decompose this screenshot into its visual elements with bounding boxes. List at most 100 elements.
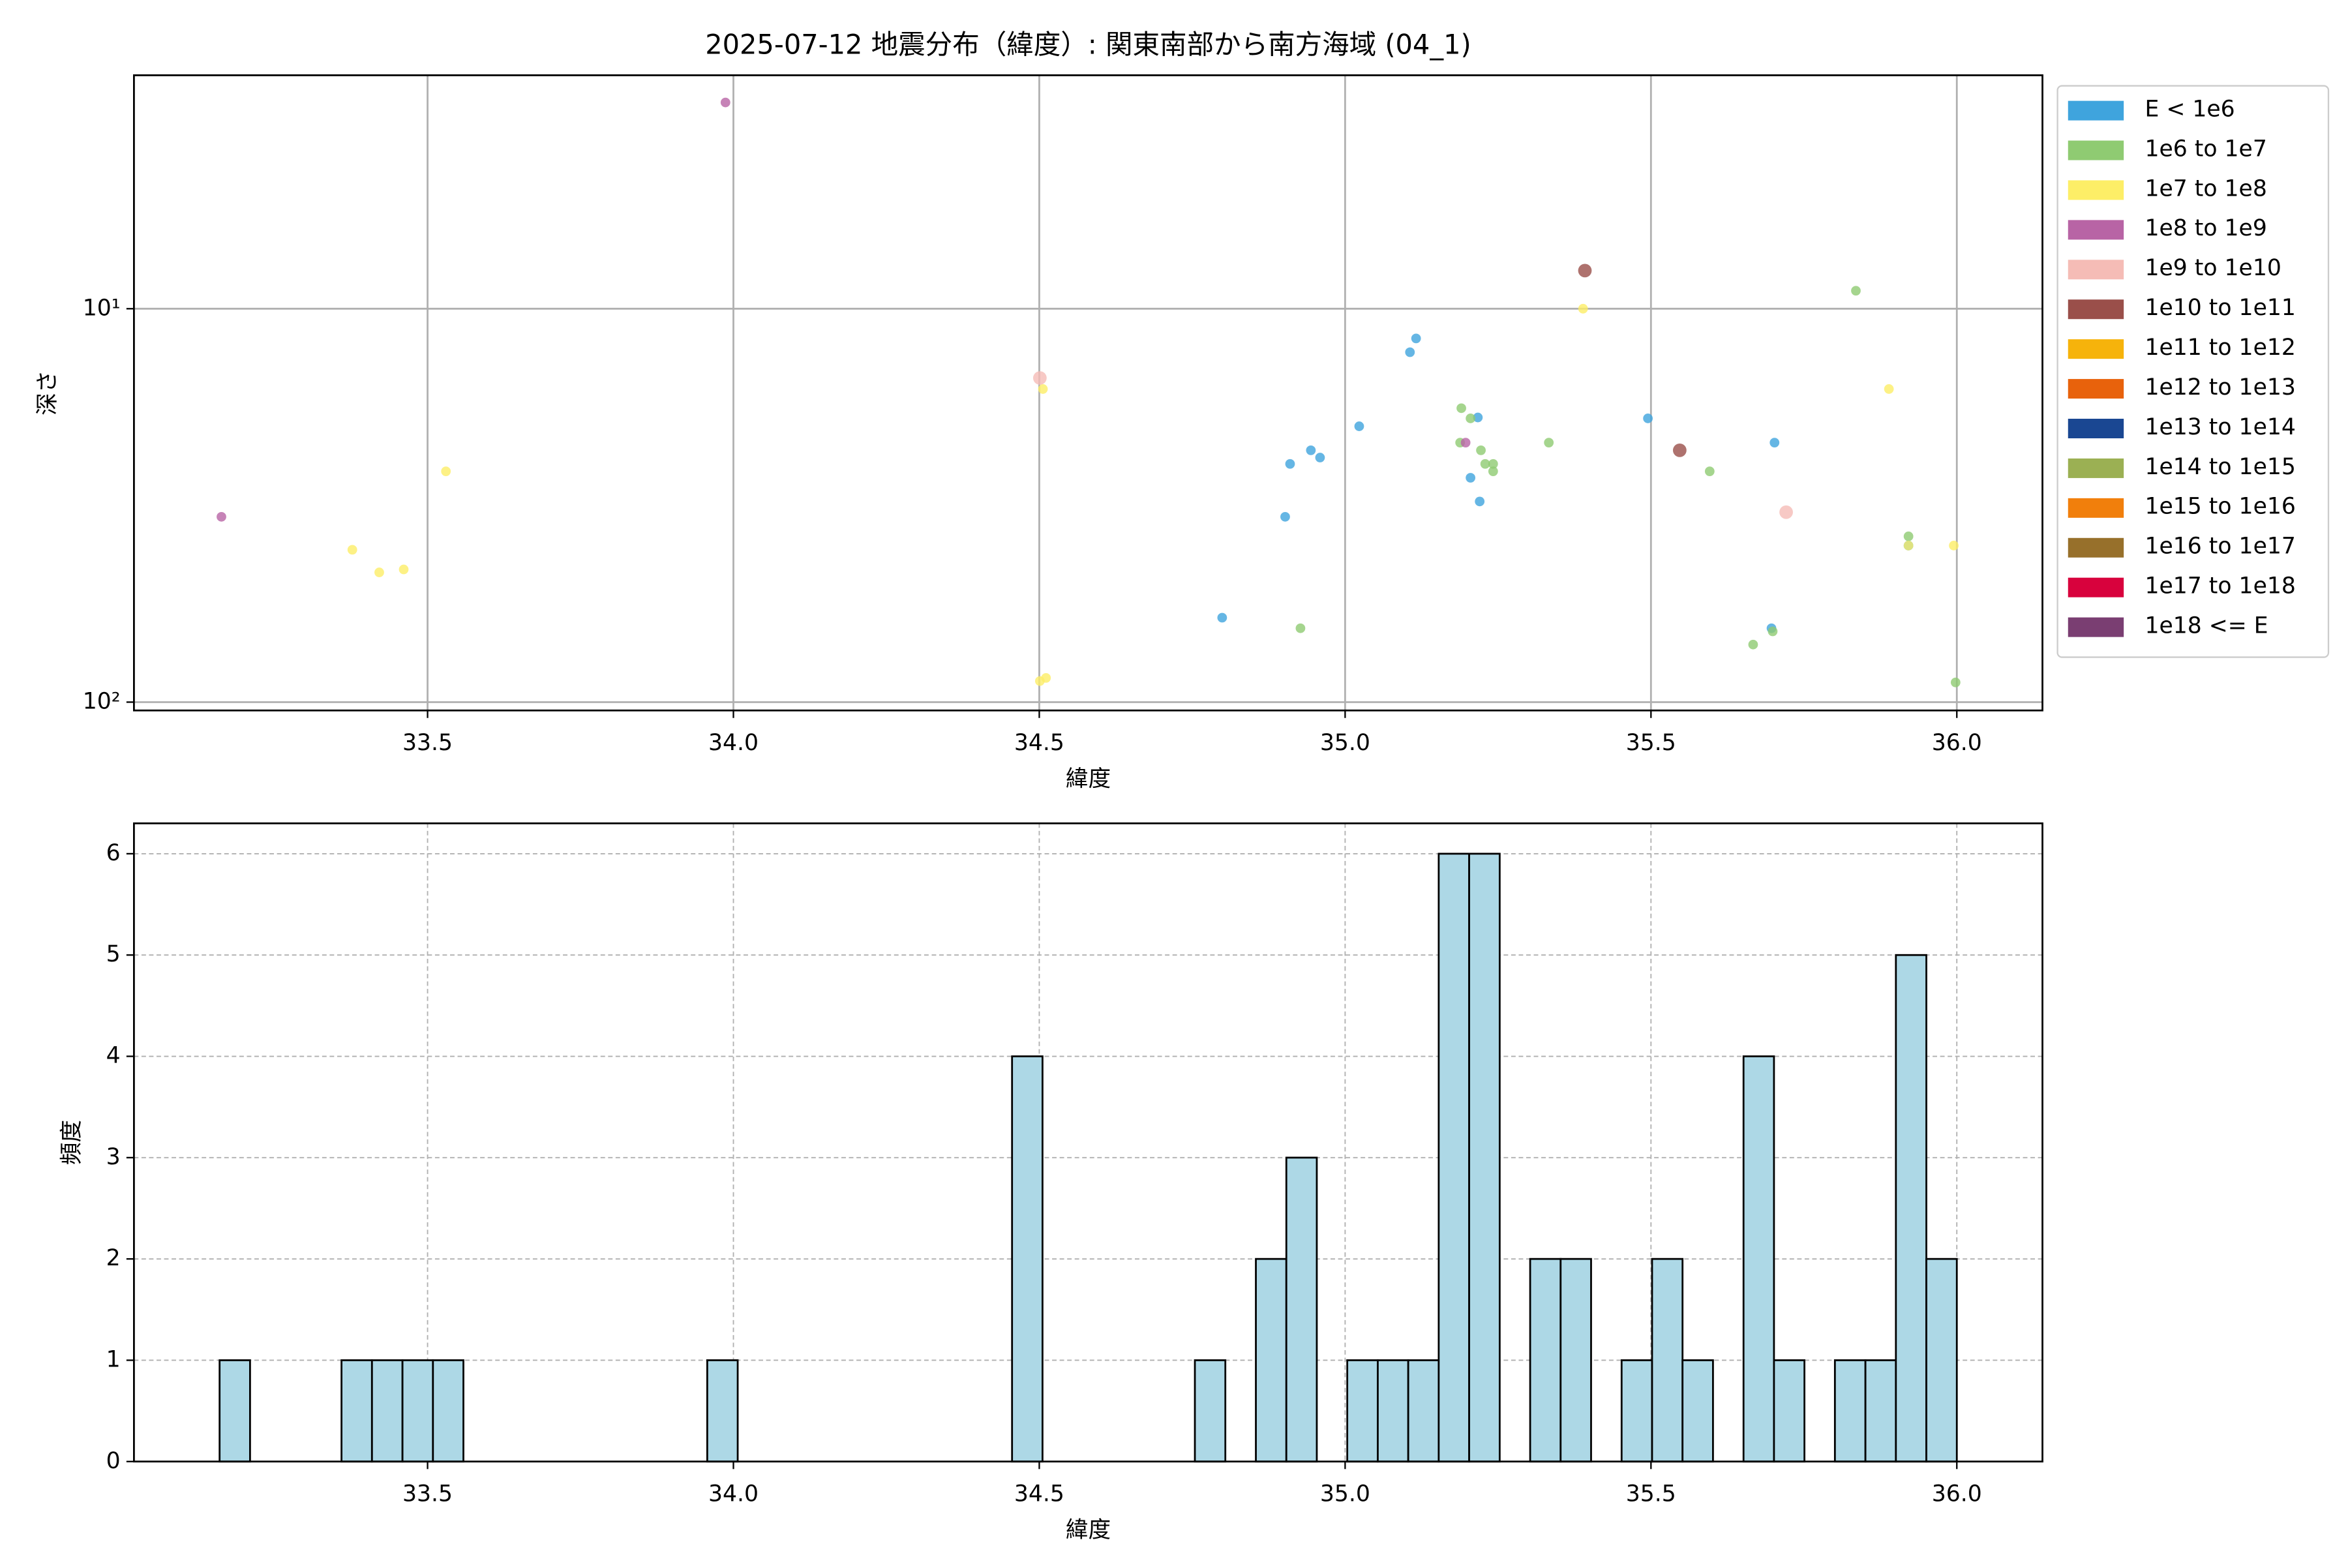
legend-label: 1e17 to 1e18 [2145, 573, 2295, 599]
legend-swatch [2068, 220, 2124, 240]
point [1354, 421, 1364, 431]
x-tick-label: 35.5 [1626, 1481, 1676, 1507]
point [399, 564, 409, 575]
point [1884, 384, 1894, 394]
legend-label: 1e18 <= E [2145, 612, 2268, 639]
bar [1833, 1359, 1867, 1463]
point [1473, 412, 1483, 423]
point [1779, 505, 1793, 519]
point [1769, 438, 1780, 448]
bar [432, 1359, 464, 1463]
bar [1620, 1359, 1653, 1463]
bar [1011, 1055, 1044, 1463]
bar [1194, 1359, 1227, 1463]
bar [1864, 1359, 1897, 1463]
point [1704, 466, 1715, 476]
y-tick-label: 10² [83, 688, 121, 714]
y-tick-label: 1 [106, 1346, 121, 1372]
legend-swatch [2068, 339, 2124, 359]
y-axis-label: 深さ [35, 370, 61, 415]
bar [401, 1359, 434, 1463]
legend-label: E < 1e6 [2145, 96, 2235, 122]
point [1488, 459, 1498, 469]
point [1748, 639, 1758, 650]
point [1411, 333, 1421, 344]
point [1405, 347, 1415, 357]
bar [1925, 1258, 1958, 1463]
point [441, 466, 451, 476]
legend-label: 1e15 to 1e16 [2145, 494, 2295, 520]
y-tick-label: 0 [106, 1448, 121, 1474]
bar [1437, 852, 1470, 1463]
point [1851, 286, 1861, 296]
x-tick-label: 34.0 [708, 730, 759, 756]
point [1295, 623, 1306, 633]
bar [1529, 1258, 1562, 1463]
point [1903, 541, 1914, 550]
legend-box [2056, 85, 2330, 658]
bar [1559, 1258, 1592, 1463]
bar [218, 1359, 251, 1463]
x-tick-label: 36.0 [1932, 1481, 1982, 1507]
bar [1895, 954, 1927, 1463]
bar [1681, 1359, 1714, 1463]
legend-label: 1e7 to 1e8 [2145, 175, 2266, 202]
y-tick-label: 4 [106, 1043, 121, 1069]
bar [1255, 1258, 1287, 1463]
x-tick-label: 35.0 [1320, 1481, 1370, 1507]
legend-swatch [2068, 537, 2124, 558]
x-tick-label: 33.5 [402, 1481, 453, 1507]
legend-swatch [2068, 498, 2124, 518]
legend-swatch [2068, 577, 2124, 597]
bar [340, 1359, 373, 1463]
point [1578, 264, 1592, 278]
bar [1377, 1359, 1409, 1463]
bar [370, 1359, 404, 1463]
plot-frame [133, 822, 2043, 1463]
point [1903, 531, 1914, 541]
x-tick-label: 34.5 [1014, 1481, 1064, 1507]
y-axis-label: 頻度 [59, 1120, 85, 1165]
legend-label: 1e13 to 1e14 [2145, 414, 2295, 440]
legend-swatch [2068, 617, 2124, 637]
legend-label: 1e16 to 1e17 [2145, 534, 2295, 560]
bar [1742, 1055, 1775, 1463]
point [1460, 438, 1471, 448]
legend-label: 1e6 to 1e7 [2145, 136, 2266, 162]
legend-swatch [2068, 140, 2124, 160]
x-tick-label: 36.0 [1932, 730, 1982, 756]
legend-swatch [2068, 180, 2124, 200]
point [1672, 443, 1687, 457]
legend-label: 1e12 to 1e13 [2145, 374, 2295, 400]
plot-frame [133, 74, 2043, 712]
point [1950, 677, 1961, 687]
point [1285, 459, 1295, 469]
point [1475, 496, 1485, 507]
point [1032, 371, 1047, 385]
point [1038, 384, 1048, 394]
y-tick-label: 10¹ [83, 295, 121, 321]
bar [1285, 1156, 1318, 1463]
point [1041, 672, 1051, 683]
point [1578, 303, 1588, 314]
y-tick-label: 5 [106, 941, 121, 967]
legend-label: 1e10 to 1e11 [2145, 295, 2295, 321]
point [1280, 511, 1290, 522]
x-axis-label: 緯度 [1066, 766, 1111, 792]
legend-swatch [2068, 260, 2124, 280]
y-tick-label: 6 [106, 840, 121, 866]
bar [1468, 852, 1501, 1463]
point [720, 97, 730, 108]
legend-swatch [2068, 100, 2124, 121]
legend-label: 1e9 to 1e10 [2145, 255, 2281, 281]
point [1217, 612, 1227, 623]
legend-swatch [2068, 458, 2124, 478]
legend-swatch [2068, 379, 2124, 399]
point [1643, 414, 1653, 423]
y-tick-label: 2 [106, 1245, 121, 1271]
bar [1773, 1359, 1805, 1463]
bar [1651, 1258, 1684, 1463]
legend-label: 1e8 to 1e9 [2145, 215, 2266, 241]
